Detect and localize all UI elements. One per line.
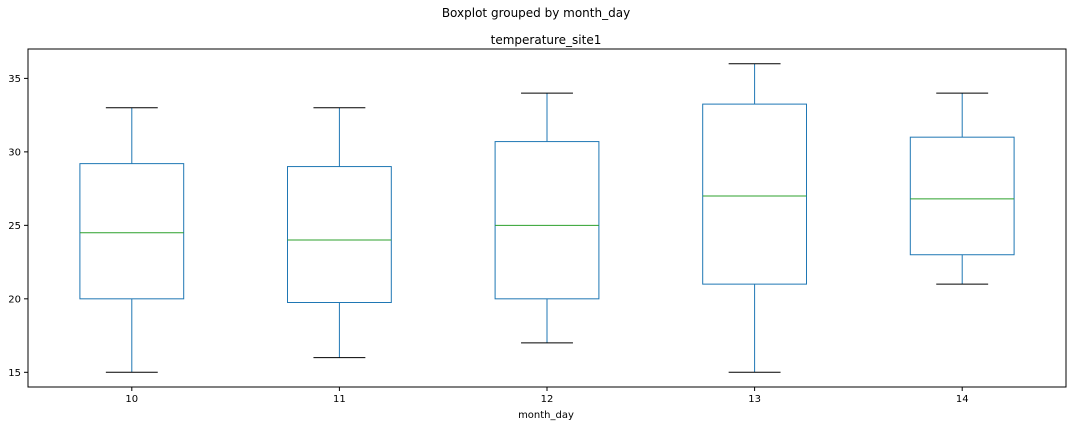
- chart-title: temperature_site1: [491, 33, 602, 47]
- x-tick-label: 13: [748, 394, 761, 405]
- y-tick-label: 25: [8, 221, 21, 232]
- x-tick-label: 12: [541, 394, 554, 405]
- x-tick-label: 10: [125, 394, 138, 405]
- box-iqr: [287, 166, 392, 303]
- x-axis-label: month_day: [518, 410, 574, 421]
- x-tick-label: 14: [956, 394, 969, 405]
- box-iqr: [494, 141, 600, 300]
- box-iqr: [79, 163, 185, 300]
- box-iqr: [909, 136, 1015, 256]
- chart-suptitle: Boxplot grouped by month_day: [442, 6, 630, 20]
- y-tick-label: 15: [8, 368, 21, 379]
- y-tick-label: 30: [8, 147, 21, 158]
- x-tick-label: 11: [333, 394, 346, 405]
- plot-area: 15 20 25 30 35 10 11 12 13 14: [8, 48, 1067, 405]
- y-tick-label: 35: [8, 74, 21, 85]
- y-tick-label: 20: [8, 294, 21, 305]
- box-iqr: [702, 103, 808, 285]
